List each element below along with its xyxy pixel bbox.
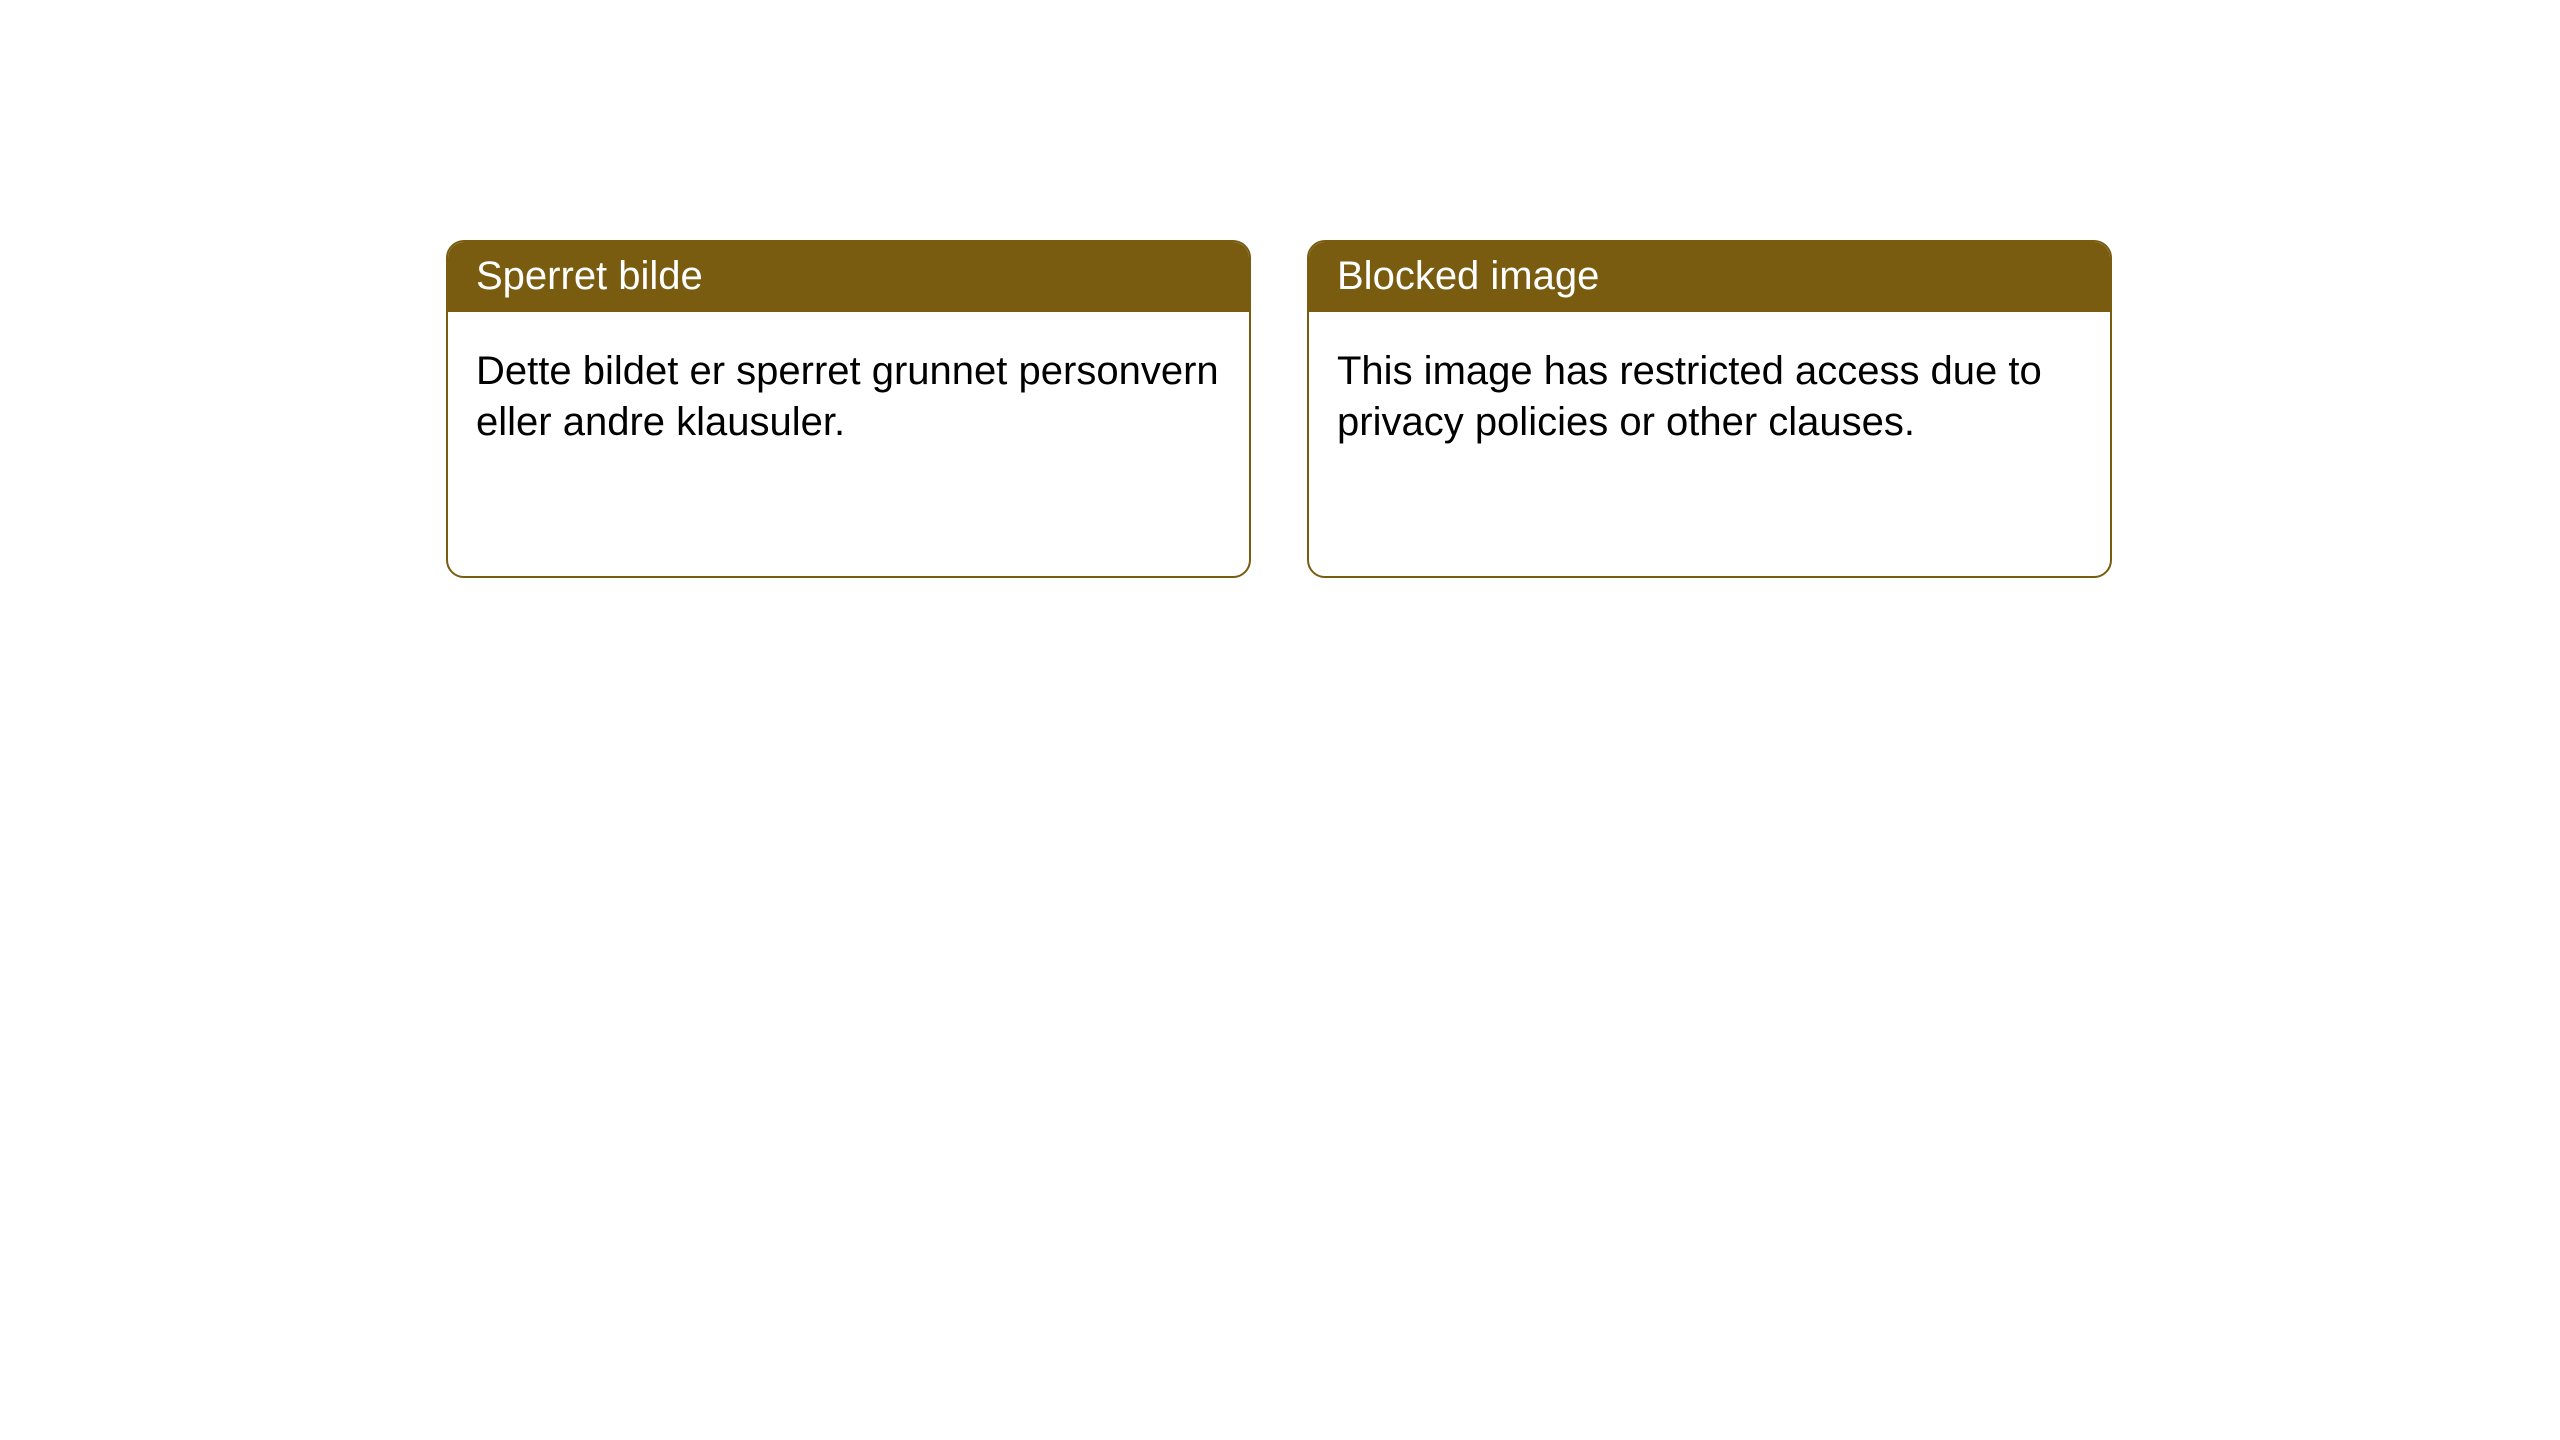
card-body: Dette bildet er sperret grunnet personve… bbox=[448, 312, 1249, 476]
card-title: Sperret bilde bbox=[476, 254, 703, 298]
card-header: Blocked image bbox=[1309, 242, 2110, 312]
card-body-text: This image has restricted access due to … bbox=[1337, 349, 2042, 444]
card-body-text: Dette bildet er sperret grunnet personve… bbox=[476, 349, 1219, 444]
blocked-image-card-en: Blocked image This image has restricted … bbox=[1307, 240, 2112, 578]
card-header: Sperret bilde bbox=[448, 242, 1249, 312]
card-title: Blocked image bbox=[1337, 254, 1599, 298]
notice-container: Sperret bilde Dette bildet er sperret gr… bbox=[0, 0, 2560, 578]
blocked-image-card-no: Sperret bilde Dette bildet er sperret gr… bbox=[446, 240, 1251, 578]
card-body: This image has restricted access due to … bbox=[1309, 312, 2110, 476]
